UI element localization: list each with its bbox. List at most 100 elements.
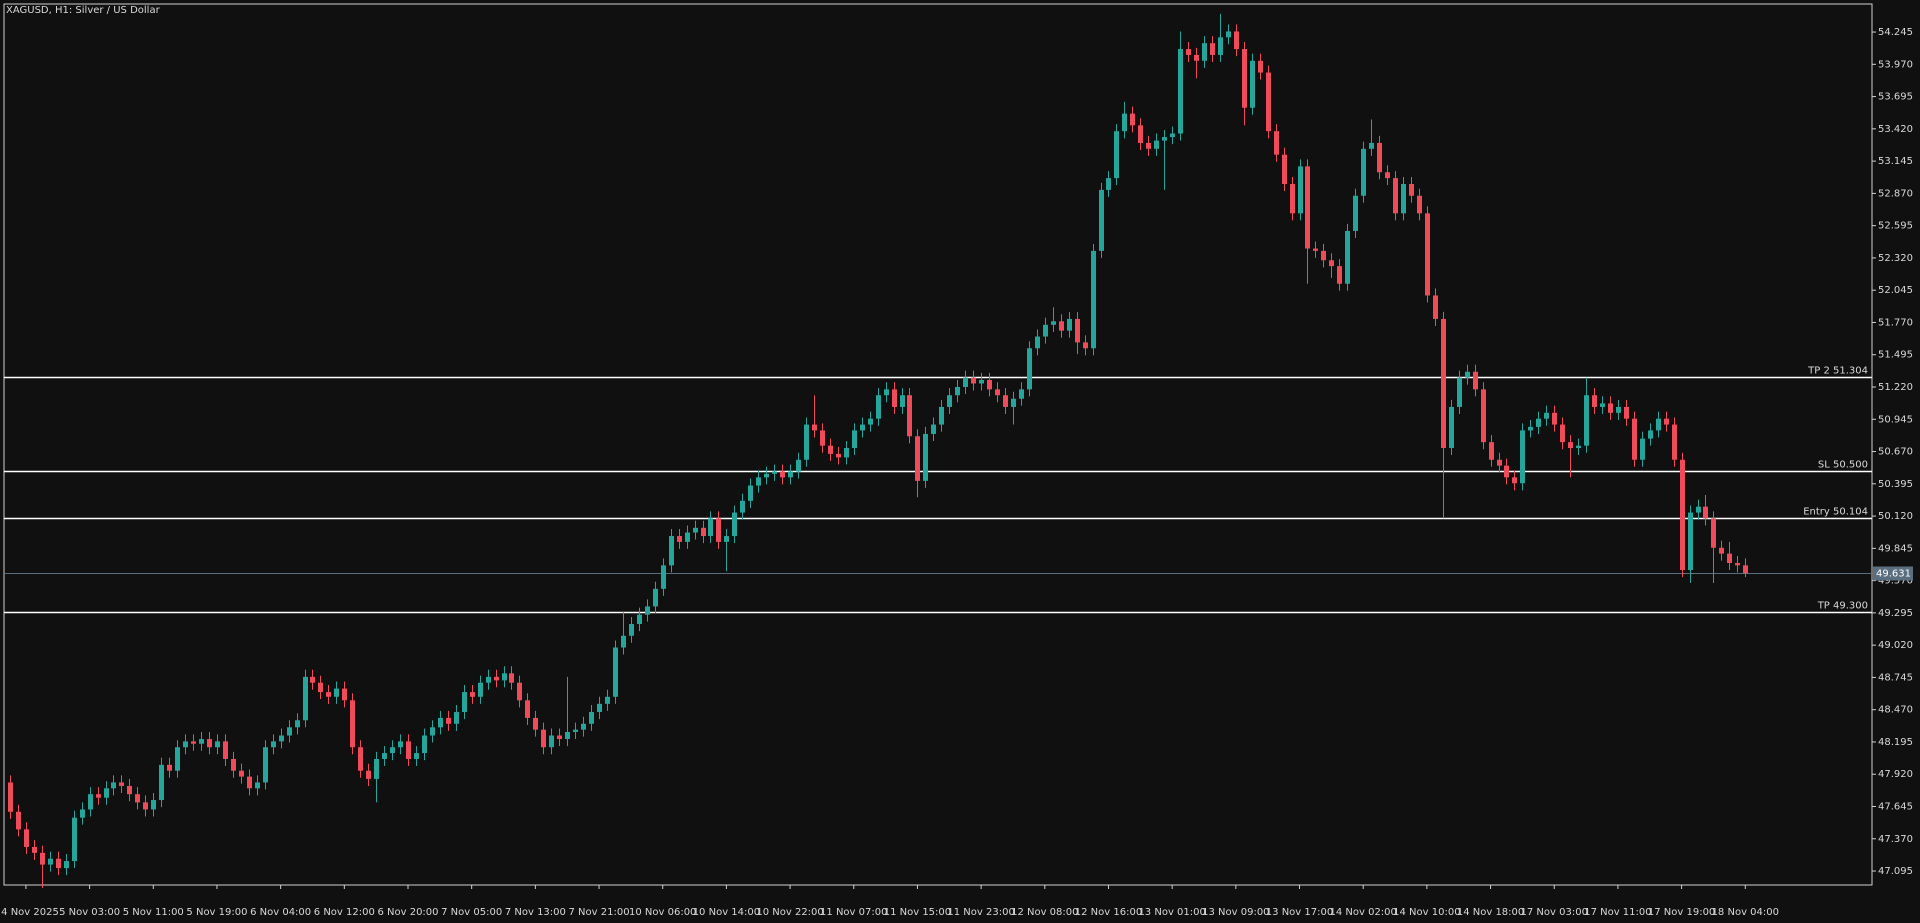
candle-body bbox=[135, 794, 140, 803]
y-tick-label: 51.495 bbox=[1878, 350, 1913, 361]
candle-body bbox=[533, 717, 538, 730]
x-tick-label: 5 Nov 19:00 bbox=[186, 907, 247, 918]
candle-body bbox=[478, 682, 483, 697]
x-tick-label: 11 Nov 23:00 bbox=[947, 907, 1014, 918]
candle-body bbox=[1234, 31, 1239, 50]
candle-body bbox=[1504, 465, 1509, 478]
candle-body bbox=[1122, 113, 1127, 132]
candle-body bbox=[1321, 250, 1326, 261]
candle-body bbox=[589, 712, 594, 724]
x-tick-label: 4 Nov 2025 bbox=[1, 907, 59, 918]
y-axis: 54.245 53.970 53.695 53.420 53.145 52.870 52.5… bbox=[1872, 27, 1913, 877]
candle-body bbox=[1688, 512, 1693, 571]
candle-body bbox=[1035, 336, 1040, 349]
x-tick-label: 10 Nov 06:00 bbox=[629, 907, 696, 918]
candle-body bbox=[892, 389, 897, 407]
x-tick-label: 11 Nov 15:00 bbox=[884, 907, 951, 918]
candle-body bbox=[884, 389, 889, 396]
candle-body bbox=[1274, 131, 1279, 155]
candle-body bbox=[1202, 43, 1207, 61]
y-tick-label: 49.845 bbox=[1878, 543, 1913, 554]
candle-body bbox=[1099, 189, 1104, 251]
candle-body bbox=[350, 700, 355, 748]
x-tick-label: 13 Nov 09:00 bbox=[1202, 907, 1269, 918]
candle-body bbox=[1727, 553, 1732, 564]
candle-body bbox=[1091, 250, 1096, 349]
candle-body bbox=[1536, 418, 1541, 427]
last-price-label: 49.631 bbox=[1876, 569, 1911, 580]
candle-body bbox=[358, 747, 363, 771]
candle-body bbox=[963, 377, 968, 388]
candle-body bbox=[565, 731, 570, 740]
x-tick-label: 7 Nov 21:00 bbox=[569, 907, 630, 918]
candle-body bbox=[820, 430, 825, 446]
candle-body bbox=[517, 682, 522, 701]
x-tick-label: 13 Nov 17:00 bbox=[1266, 907, 1333, 918]
candle-body bbox=[788, 471, 793, 478]
candle-body bbox=[438, 717, 443, 728]
candle-body bbox=[1481, 389, 1486, 443]
candle-body bbox=[1568, 442, 1573, 449]
candle-body bbox=[1067, 318, 1072, 331]
candle-body bbox=[900, 395, 905, 407]
candle-body bbox=[995, 389, 1000, 396]
x-tick-label: 11 Nov 07:00 bbox=[820, 907, 887, 918]
candle-body bbox=[470, 692, 475, 697]
candle-body bbox=[1242, 49, 1247, 108]
candle-body bbox=[525, 700, 530, 718]
candle-body bbox=[947, 395, 952, 407]
candles bbox=[8, 13, 1748, 889]
candle-body bbox=[1266, 72, 1271, 132]
y-tick-label: 48.470 bbox=[1878, 705, 1913, 716]
candle-body bbox=[1417, 195, 1422, 214]
candle-body bbox=[637, 614, 642, 625]
candle-body bbox=[804, 424, 809, 460]
candle-body bbox=[502, 673, 507, 681]
candle-body bbox=[1560, 424, 1565, 443]
candle-body bbox=[1457, 377, 1462, 407]
x-tick-label: 17 Nov 19:00 bbox=[1648, 907, 1715, 918]
candle-body bbox=[693, 527, 698, 533]
y-tick-label: 48.745 bbox=[1878, 672, 1913, 683]
candle-body bbox=[1393, 178, 1398, 214]
candle-body bbox=[1051, 321, 1056, 325]
candle-body bbox=[971, 377, 976, 384]
y-tick-label: 49.570 bbox=[1878, 576, 1913, 587]
candle-body bbox=[271, 741, 276, 748]
y-tick-label: 53.695 bbox=[1878, 92, 1913, 103]
candle-body bbox=[16, 811, 21, 830]
candle-body bbox=[1449, 406, 1454, 449]
candle-body bbox=[796, 459, 801, 472]
candle-body bbox=[701, 527, 706, 537]
candle-body bbox=[1425, 213, 1430, 296]
candle-body bbox=[96, 794, 101, 798]
candle-body bbox=[1409, 184, 1414, 196]
candle-body bbox=[1703, 506, 1708, 519]
candle-body bbox=[48, 858, 53, 865]
x-tick-label: 12 Nov 16:00 bbox=[1075, 907, 1142, 918]
x-tick-label: 12 Nov 08:00 bbox=[1011, 907, 1078, 918]
candle-body bbox=[907, 395, 912, 437]
candle-body bbox=[1441, 318, 1446, 449]
y-tick-label: 47.095 bbox=[1878, 866, 1913, 877]
candle-body bbox=[669, 536, 674, 566]
x-tick-label: 17 Nov 03:00 bbox=[1521, 907, 1588, 918]
candle-body bbox=[104, 788, 109, 798]
level-label: TP 2 51.304 bbox=[1807, 366, 1868, 377]
candle-body bbox=[812, 424, 817, 431]
candle-body bbox=[215, 741, 220, 748]
candle-body bbox=[183, 741, 188, 748]
y-tick-label: 51.770 bbox=[1878, 317, 1913, 328]
level-label: TP 49.300 bbox=[1817, 601, 1868, 612]
candle-body bbox=[1497, 459, 1502, 466]
y-tick-label: 47.645 bbox=[1878, 801, 1913, 812]
candle-body bbox=[223, 741, 228, 759]
y-tick-label: 52.595 bbox=[1878, 221, 1913, 232]
y-tick-label: 53.145 bbox=[1878, 156, 1913, 167]
candle-body bbox=[239, 770, 244, 777]
candle-body bbox=[1656, 418, 1661, 431]
candle-body bbox=[406, 741, 411, 759]
candle-body bbox=[1672, 424, 1677, 460]
candle-body bbox=[143, 802, 148, 810]
